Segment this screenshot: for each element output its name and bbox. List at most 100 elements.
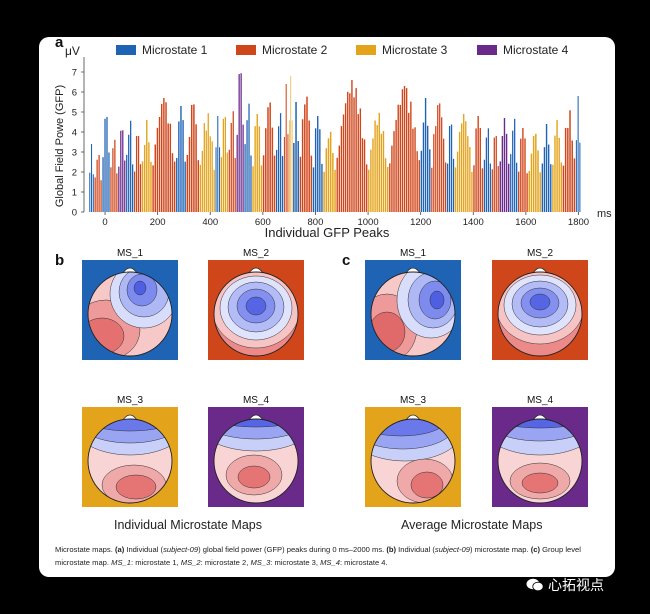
gfp-bar bbox=[473, 165, 475, 212]
panel-letter-a: a bbox=[55, 37, 64, 51]
gfp-bar bbox=[422, 122, 425, 212]
gfp-bar bbox=[319, 129, 321, 212]
gfp-bar bbox=[365, 164, 368, 212]
gfp-bar bbox=[505, 133, 508, 212]
y-tick-label: 7 bbox=[72, 68, 77, 79]
gfp-bar bbox=[203, 123, 205, 212]
gfp-bar bbox=[295, 102, 297, 212]
gfp-bar bbox=[219, 147, 221, 212]
x-tick-label: 0 bbox=[102, 217, 107, 228]
gfp-bar bbox=[100, 180, 102, 212]
legend-swatch-2 bbox=[236, 45, 256, 55]
gfp-bar bbox=[347, 91, 349, 212]
watermark: 心拓视点 bbox=[526, 575, 604, 595]
gfp-bar bbox=[276, 149, 278, 212]
gfp-bar bbox=[431, 167, 433, 212]
x-tick-label: 200 bbox=[150, 217, 166, 228]
y-tick-label: 0 bbox=[72, 208, 77, 219]
legend-label: Microstate 1 bbox=[142, 43, 208, 57]
gfp-bar bbox=[336, 157, 338, 212]
head-outline bbox=[370, 271, 456, 357]
x-tick-label: 800 bbox=[308, 217, 324, 228]
gfp-bar bbox=[308, 120, 310, 212]
gfp-bar bbox=[537, 150, 539, 212]
gfp-bar bbox=[116, 173, 118, 212]
gfp-bar bbox=[387, 166, 389, 212]
unit-label: μV bbox=[65, 44, 80, 58]
panel-letter-b: b bbox=[55, 252, 65, 269]
map-label-ind-ms3: MS_3 bbox=[116, 395, 144, 406]
topomap-individual-ms3 bbox=[82, 407, 178, 507]
map-label-ind-ms4: MS_4 bbox=[242, 395, 270, 406]
gfp-bar bbox=[501, 136, 504, 212]
gfp-bar bbox=[287, 134, 289, 212]
gfp-bar bbox=[353, 97, 355, 212]
map-label-avg-ms3: MS_3 bbox=[399, 395, 427, 406]
gfp-bar bbox=[426, 125, 429, 212]
gfp-bar bbox=[448, 126, 451, 212]
gfp-bar bbox=[146, 120, 148, 212]
gfp-bar bbox=[246, 120, 248, 212]
gfp-bar bbox=[301, 119, 304, 212]
gfp-bar bbox=[547, 144, 550, 212]
individual-maps-caption: Individual Microstate Maps bbox=[114, 518, 262, 532]
gfp-bar bbox=[293, 142, 295, 212]
gfp-bar bbox=[526, 173, 528, 212]
gfp-bar bbox=[370, 149, 372, 212]
gfp-bar bbox=[481, 168, 484, 212]
gfp-bar bbox=[410, 101, 412, 212]
gfp-bar bbox=[92, 174, 94, 212]
gfp-bar bbox=[378, 112, 380, 212]
gfp-bar bbox=[475, 128, 477, 212]
gfp-bar bbox=[262, 155, 265, 212]
x-axis-label: Individual GFP Peaks bbox=[264, 225, 390, 240]
gfp-bar bbox=[483, 159, 486, 212]
gfp-bar bbox=[524, 138, 526, 212]
gfp-bar bbox=[152, 165, 154, 212]
caption-text: Individual ( bbox=[124, 545, 164, 554]
gfp-bar bbox=[102, 157, 104, 212]
gfp-bar bbox=[176, 157, 178, 212]
gfp-bar bbox=[359, 108, 362, 212]
gfp-bar bbox=[226, 152, 228, 212]
y-tick-label: 4 bbox=[72, 128, 77, 139]
head-outline bbox=[87, 418, 173, 504]
head-outline bbox=[87, 271, 173, 357]
gfp-bar bbox=[522, 128, 524, 212]
gfp-bar bbox=[193, 104, 195, 212]
gfp-bar bbox=[186, 155, 189, 212]
gfp-bar bbox=[238, 74, 240, 212]
gfp-bar bbox=[567, 128, 569, 212]
map-label-avg-ms1: MS_1 bbox=[399, 248, 427, 259]
gfp-bar bbox=[163, 98, 165, 212]
head-outline bbox=[497, 418, 583, 504]
gfp-bar bbox=[132, 164, 134, 212]
gfp-bar bbox=[211, 141, 213, 212]
gfp-bar bbox=[477, 116, 479, 212]
legend-swatch-3 bbox=[356, 45, 376, 55]
gfp-bar bbox=[98, 154, 100, 212]
gfp-bar bbox=[437, 105, 439, 212]
gfp-bar bbox=[110, 167, 112, 212]
gfp-bar bbox=[577, 96, 579, 212]
caption-text: : microstate 4. bbox=[339, 558, 388, 567]
gfp-bar bbox=[452, 158, 455, 212]
legend-label: Microstate 4 bbox=[503, 43, 569, 57]
gfp-bar bbox=[469, 147, 471, 212]
gfp-bar bbox=[571, 140, 573, 212]
gfp-bar bbox=[267, 107, 269, 212]
gfp-bar bbox=[403, 86, 406, 212]
caption-text: : microstate 3, bbox=[270, 558, 321, 567]
x-unit-label: ms bbox=[597, 208, 612, 220]
gfp-bar bbox=[445, 162, 447, 212]
legend-microstate-4: Microstate 4 bbox=[477, 43, 568, 57]
gfp-bar bbox=[205, 130, 207, 212]
gfp-bar bbox=[258, 126, 261, 212]
gfp-bar bbox=[458, 131, 461, 212]
gfp-bar bbox=[332, 153, 334, 212]
legend-microstate-1: Microstate 1 bbox=[116, 43, 207, 57]
gfp-bar bbox=[89, 172, 91, 212]
gfp-bar bbox=[236, 134, 238, 212]
average-maps-caption: Average Microstate Maps bbox=[401, 518, 543, 532]
caption-subject: subject-09 bbox=[434, 545, 470, 554]
